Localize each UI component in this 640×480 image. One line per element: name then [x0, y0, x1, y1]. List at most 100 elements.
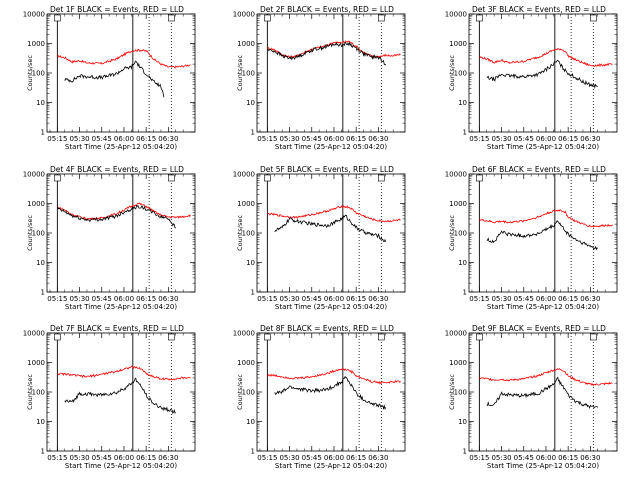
x-tick-label: 05:15 — [47, 454, 67, 462]
x-tick-label: 06:15 — [136, 135, 156, 143]
x-axis-label: Start Time (25-Apr-12 05:04:20) — [65, 303, 177, 311]
x-tick-label: 05:30 — [69, 295, 89, 303]
x-axis-label: Start Time (25-Apr-12 05:04:20) — [275, 462, 387, 470]
x-tick-label: 06:30 — [158, 135, 178, 143]
x-tick-label: 05:30 — [491, 295, 511, 303]
y-tick-label: 10000 — [23, 171, 45, 179]
x-tick-label: 05:45 — [302, 454, 322, 462]
plot-frame — [468, 13, 618, 133]
y-tick-label: 10000 — [445, 330, 467, 338]
segment-marker-box — [54, 14, 61, 22]
segment-marker-box — [378, 333, 385, 341]
x-axis-label: Start Time (25-Apr-12 05:04:20) — [487, 462, 599, 470]
segment-marker-box — [378, 14, 385, 22]
y-tick-label: 1000 — [449, 200, 467, 208]
events-series-line — [486, 376, 599, 410]
y-axis-label: Counts/sec — [236, 55, 244, 91]
x-tick-label: 06:30 — [158, 454, 178, 462]
lld-series-line — [267, 40, 401, 59]
x-tick-label: 05:45 — [514, 135, 534, 143]
y-tick-label: 1000 — [27, 359, 45, 367]
lld-series-line — [479, 47, 613, 68]
chart-title: Det 8F BLACK = Events, RED = LLD — [260, 324, 394, 333]
chart-title: Det 6F BLACK = Events, RED = LLD — [472, 165, 606, 174]
x-tick-label: 06:30 — [580, 135, 600, 143]
segment-marker-box — [168, 174, 175, 182]
x-tick-label: 06:15 — [346, 454, 366, 462]
events-series-line — [267, 41, 387, 66]
y-tick-label: 10000 — [445, 171, 467, 179]
chart-panel-7: 1 10 100 1000 10000 05:15 05:30 05:45 06:00 06:15… — [23, 324, 196, 470]
y-tick-label: 1000 — [27, 40, 45, 48]
x-axis-label: Start Time (25-Apr-12 05:04:20) — [487, 143, 599, 151]
x-tick-label: 06:15 — [558, 295, 578, 303]
y-tick-label: 10 — [36, 259, 45, 267]
x-axis-label: Start Time (25-Apr-12 05:04:20) — [275, 303, 387, 311]
chart-title: Det 3F BLACK = Events, RED = LLD — [472, 5, 606, 14]
lld-series-line — [57, 48, 191, 69]
y-tick-label: 100 — [32, 389, 45, 397]
chart-panel-2: 1 10 100 1000 10000 05:15 05:30 05:45 06:00 06:15… — [233, 5, 406, 151]
y-tick-label: 100 — [454, 70, 467, 78]
x-tick-label: 06:00 — [536, 454, 556, 462]
y-axis-label: Counts/sec — [448, 374, 456, 410]
x-tick-label: 06:00 — [114, 135, 134, 143]
y-tick-label: 10 — [246, 259, 255, 267]
segment-marker-box — [264, 14, 271, 22]
lld-series-line — [267, 204, 401, 223]
segment-marker-box — [264, 174, 271, 182]
x-tick-label: 06:15 — [558, 454, 578, 462]
x-tick-label: 05:15 — [469, 135, 489, 143]
plot-frame — [256, 13, 406, 133]
x-tick-label: 06:30 — [368, 454, 388, 462]
x-tick-label: 06:15 — [136, 454, 156, 462]
x-tick-label: 05:45 — [92, 295, 112, 303]
x-tick-label: 06:30 — [158, 295, 178, 303]
segment-marker-box — [590, 333, 597, 341]
plot-frame — [256, 173, 406, 293]
y-axis-label: Counts/sec — [448, 215, 456, 251]
x-tick-label: 05:15 — [47, 295, 67, 303]
plot-frame — [468, 173, 618, 293]
y-tick-label: 10 — [458, 99, 467, 107]
y-tick-label: 1000 — [449, 40, 467, 48]
y-tick-label: 1000 — [27, 200, 45, 208]
x-tick-label: 05:30 — [279, 454, 299, 462]
x-tick-label: 06:15 — [346, 295, 366, 303]
chart-title: Det 9F BLACK = Events, RED = LLD — [472, 324, 606, 333]
chart-title: Det 5F BLACK = Events, RED = LLD — [260, 165, 394, 174]
plot-frame — [46, 332, 196, 452]
x-tick-label: 05:30 — [279, 135, 299, 143]
x-tick-label: 05:15 — [257, 454, 277, 462]
plot-frame — [46, 13, 196, 133]
lld-series-line — [57, 365, 191, 381]
y-tick-label: 100 — [454, 230, 467, 238]
y-tick-label: 10000 — [23, 11, 45, 19]
x-tick-label: 06:00 — [536, 295, 556, 303]
x-axis-label: Start Time (25-Apr-12 05:04:20) — [275, 143, 387, 151]
segment-marker-box — [168, 14, 175, 22]
y-tick-label: 100 — [242, 70, 255, 78]
y-tick-label: 10 — [458, 418, 467, 426]
lld-series-line — [479, 209, 613, 228]
y-tick-label: 10 — [36, 418, 45, 426]
y-axis-label: Counts/sec — [236, 374, 244, 410]
x-tick-label: 06:00 — [114, 295, 134, 303]
y-tick-label: 1 — [251, 289, 255, 297]
x-tick-label: 05:45 — [302, 135, 322, 143]
segment-marker-box — [590, 14, 597, 22]
y-axis-label: Counts/sec — [26, 55, 34, 91]
x-tick-label: 05:45 — [92, 135, 112, 143]
x-tick-label: 05:15 — [47, 135, 67, 143]
chart-panel-4: 1 10 100 1000 10000 05:15 05:30 05:45 06:00 06:15… — [23, 165, 196, 311]
y-tick-label: 1000 — [237, 40, 255, 48]
chart-panel-9: 1 10 100 1000 10000 05:15 05:30 05:45 06:00 06:15… — [445, 324, 618, 470]
segment-marker-box — [54, 333, 61, 341]
y-axis-label: Counts/sec — [26, 215, 34, 251]
segment-marker-box — [476, 174, 483, 182]
x-axis-label: Start Time (25-Apr-12 05:04:20) — [65, 143, 177, 151]
x-tick-label: 05:15 — [469, 454, 489, 462]
y-tick-label: 10000 — [233, 11, 255, 19]
y-axis-label: Counts/sec — [236, 215, 244, 251]
